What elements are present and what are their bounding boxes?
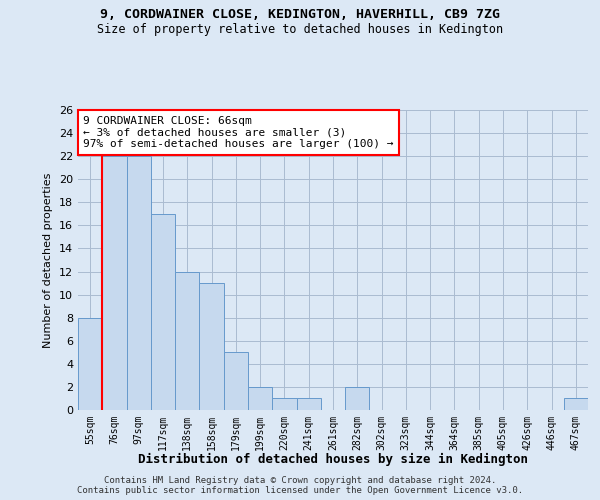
- Bar: [296, 398, 321, 410]
- Bar: [175, 272, 199, 410]
- Bar: [102, 156, 127, 410]
- Bar: [127, 156, 151, 410]
- Bar: [272, 398, 296, 410]
- Bar: [78, 318, 102, 410]
- Bar: [151, 214, 175, 410]
- Bar: [199, 283, 224, 410]
- Bar: [564, 398, 588, 410]
- Text: Contains HM Land Registry data © Crown copyright and database right 2024.: Contains HM Land Registry data © Crown c…: [104, 476, 496, 485]
- Text: 9, CORDWAINER CLOSE, KEDINGTON, HAVERHILL, CB9 7ZG: 9, CORDWAINER CLOSE, KEDINGTON, HAVERHIL…: [100, 8, 500, 20]
- Text: Distribution of detached houses by size in Kedington: Distribution of detached houses by size …: [138, 452, 528, 466]
- Bar: [345, 387, 370, 410]
- Text: Size of property relative to detached houses in Kedington: Size of property relative to detached ho…: [97, 22, 503, 36]
- Text: 9 CORDWAINER CLOSE: 66sqm
← 3% of detached houses are smaller (3)
97% of semi-de: 9 CORDWAINER CLOSE: 66sqm ← 3% of detach…: [83, 116, 394, 149]
- Bar: [224, 352, 248, 410]
- Text: Contains public sector information licensed under the Open Government Licence v3: Contains public sector information licen…: [77, 486, 523, 495]
- Y-axis label: Number of detached properties: Number of detached properties: [43, 172, 53, 348]
- Bar: [248, 387, 272, 410]
